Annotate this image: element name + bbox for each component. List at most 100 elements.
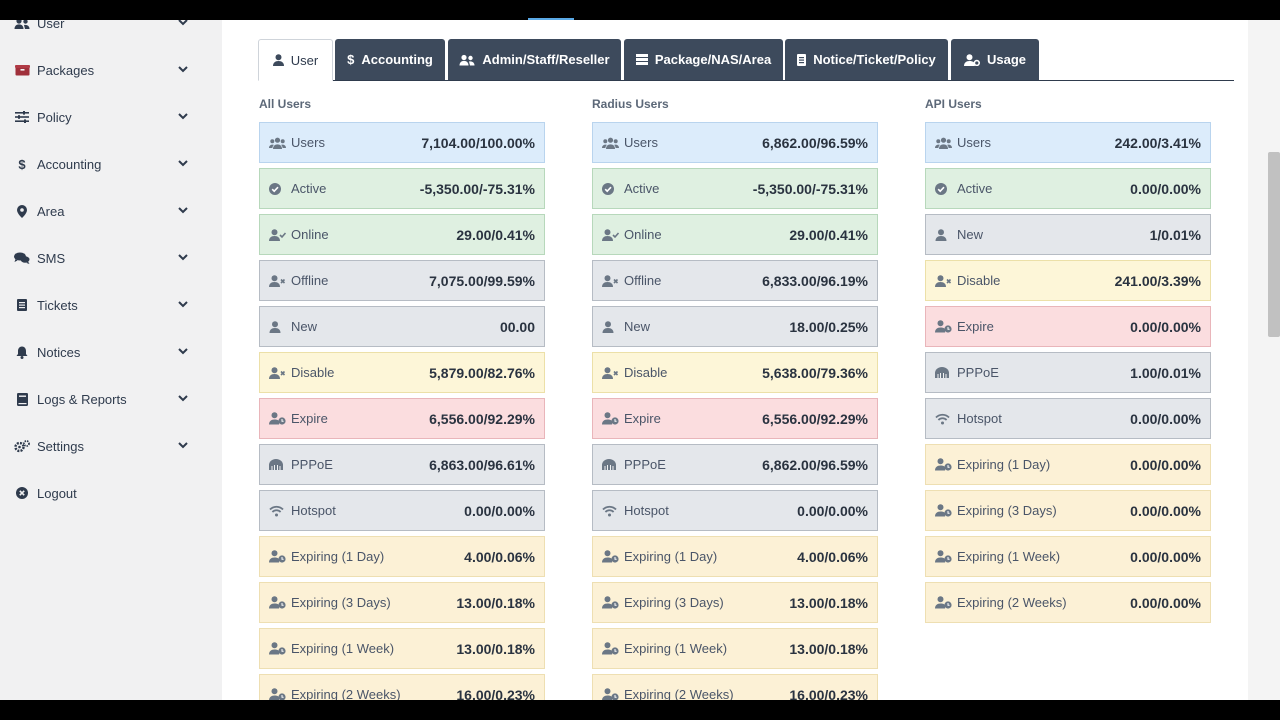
chevron-down-icon[interactable]: [177, 204, 189, 216]
sidebar-item-area[interactable]: Area: [0, 196, 222, 226]
stat-label: Expire: [957, 319, 994, 334]
sliders-icon: [14, 110, 30, 124]
sidebar-item-tickets[interactable]: Tickets: [0, 290, 222, 320]
stat-card-offline[interactable]: Offline 7,075.00/99.59%: [259, 260, 545, 301]
sidebar-item-policy[interactable]: Policy: [0, 102, 222, 132]
tab-notice-ticket-policy[interactable]: Notice/Ticket/Policy: [785, 39, 948, 80]
stat-card-expiring-1-week[interactable]: Expiring (1 Week) 13.00/0.18%: [259, 628, 545, 669]
user-clock-icon: [935, 550, 953, 564]
stat-label: New: [957, 227, 984, 242]
chevron-down-icon[interactable]: [177, 110, 189, 122]
stat-card-expire[interactable]: Expire 6,556.00/92.29%: [259, 398, 545, 439]
stat-card-users[interactable]: Users 7,104.00/100.00%: [259, 122, 545, 163]
stat-value: -5,350.00/-75.31%: [419, 180, 535, 197]
stat-card-hotspot[interactable]: Hotspot 0.00/0.00%: [925, 398, 1211, 439]
stat-label: Hotspot: [957, 411, 1002, 426]
stat-label: Expiring (3 Days): [291, 595, 391, 610]
user-clock-icon: [935, 320, 953, 334]
chevron-down-icon[interactable]: [177, 63, 189, 75]
sidebar-item-label: Logout: [37, 485, 77, 501]
stat-card-online[interactable]: Online 29.00/0.41%: [592, 214, 878, 255]
user-clock-icon: [269, 596, 287, 610]
stat-card-expire[interactable]: Expire 6,556.00/92.29%: [592, 398, 878, 439]
stat-card-expiring-1-day[interactable]: Expiring (1 Day) 4.00/0.06%: [259, 536, 545, 577]
sidebar-item-label: Accounting: [37, 156, 102, 172]
sidebar-item-logout[interactable]: Logout: [0, 478, 222, 508]
stat-label: PPPoE: [291, 457, 333, 472]
check-circle-icon: [935, 182, 953, 196]
router-icon: [935, 366, 953, 380]
stat-card-pppoe[interactable]: PPPoE 1.00/0.01%: [925, 352, 1211, 393]
stat-label: Expiring (2 Weeks): [957, 595, 1067, 610]
sidebar-item-user[interactable]: User: [0, 20, 222, 38]
stat-label: Users: [291, 135, 325, 150]
stat-card-active[interactable]: Active -5,350.00/-75.31%: [259, 168, 545, 209]
tab-accounting[interactable]: $ Accounting: [335, 39, 445, 80]
stat-card-expiring-3-days[interactable]: Expiring (3 Days) 0.00/0.00%: [925, 490, 1211, 531]
tab-admin-staff-reseller[interactable]: Admin/Staff/Reseller: [448, 39, 621, 80]
stat-card-new[interactable]: New 18.00/0.25%: [592, 306, 878, 347]
chevron-down-icon[interactable]: [177, 439, 189, 451]
chevron-down-icon[interactable]: [177, 20, 189, 28]
user-clock-icon: [269, 412, 287, 426]
stat-card-users[interactable]: Users 6,862.00/96.59%: [592, 122, 878, 163]
user-clock-icon: [602, 642, 620, 656]
stat-card-disable[interactable]: Disable 5,638.00/79.36%: [592, 352, 878, 393]
tab-usage[interactable]: Usage: [951, 39, 1039, 80]
tab-label: Accounting: [361, 52, 433, 67]
stat-card-pppoe[interactable]: PPPoE 6,862.00/96.59%: [592, 444, 878, 485]
stat-card-active[interactable]: Active 0.00/0.00%: [925, 168, 1211, 209]
sidebar-item-label: Settings: [37, 438, 84, 454]
tab-user[interactable]: User: [258, 39, 333, 81]
stat-card-disable[interactable]: Disable 5,879.00/82.76%: [259, 352, 545, 393]
stat-card-expiring-3-days[interactable]: Expiring (3 Days) 13.00/0.18%: [592, 582, 878, 623]
stat-card-expiring-1-day[interactable]: Expiring (1 Day) 4.00/0.06%: [592, 536, 878, 577]
stat-card-hotspot[interactable]: Hotspot 0.00/0.00%: [592, 490, 878, 531]
stat-value: 29.00/0.41%: [789, 226, 868, 243]
stat-card-expiring-2-weeks[interactable]: Expiring (2 Weeks) 0.00/0.00%: [925, 582, 1211, 623]
stat-card-active[interactable]: Active -5,350.00/-75.31%: [592, 168, 878, 209]
users-icon: [269, 136, 287, 150]
stat-label: Expiring (2 Weeks): [291, 687, 401, 700]
sidebar-item-logs-reports[interactable]: Logs & Reports: [0, 384, 222, 414]
stat-card-expiring-3-days[interactable]: Expiring (3 Days) 13.00/0.18%: [259, 582, 545, 623]
chevron-down-icon[interactable]: [177, 345, 189, 357]
stat-card-expiring-1-day[interactable]: Expiring (1 Day) 0.00/0.00%: [925, 444, 1211, 485]
stat-card-expiring-2-weeks[interactable]: Expiring (2 Weeks) 16.00/0.23%: [259, 674, 545, 700]
stat-card-expiring-1-week[interactable]: Expiring (1 Week) 0.00/0.00%: [925, 536, 1211, 577]
stat-value: 0.00/0.00%: [1130, 456, 1201, 473]
chevron-down-icon[interactable]: [177, 392, 189, 404]
stat-value: 6,862.00/96.59%: [762, 134, 868, 151]
sidebar-item-label: Logs & Reports: [37, 391, 127, 407]
column-title-radius-users: Radius Users: [592, 97, 669, 111]
stat-card-pppoe[interactable]: PPPoE 6,863.00/96.61%: [259, 444, 545, 485]
stat-card-online[interactable]: Online 29.00/0.41%: [259, 214, 545, 255]
stat-card-expiring-1-week[interactable]: Expiring (1 Week) 13.00/0.18%: [592, 628, 878, 669]
stat-card-hotspot[interactable]: Hotspot 0.00/0.00%: [259, 490, 545, 531]
sidebar-item-settings[interactable]: Settings: [0, 431, 222, 461]
stat-card-new[interactable]: New 1/0.01%: [925, 214, 1211, 255]
sidebar-item-packages[interactable]: Packages: [0, 55, 222, 85]
dashboard-main: User $ Accounting Admin/Staff/Reseller P…: [222, 20, 1248, 700]
stat-card-users[interactable]: Users 242.00/3.41%: [925, 122, 1211, 163]
stat-label: Expire: [291, 411, 328, 426]
user-icon: [269, 320, 287, 334]
chevron-down-icon[interactable]: [177, 251, 189, 263]
user-times-icon: [269, 274, 287, 288]
scrollbar-thumb[interactable]: [1268, 152, 1280, 337]
sidebar-item-sms[interactable]: SMS: [0, 243, 222, 273]
stat-card-expiring-2-weeks[interactable]: Expiring (2 Weeks) 16.00/0.23%: [592, 674, 878, 700]
stat-card-offline[interactable]: Offline 6,833.00/96.19%: [592, 260, 878, 301]
stat-value: 00.00: [499, 318, 535, 335]
dollar-icon: $: [18, 156, 26, 172]
chevron-down-icon[interactable]: [177, 298, 189, 310]
stat-value: 7,104.00/100.00%: [421, 134, 535, 151]
stat-card-disable[interactable]: Disable 241.00/3.39%: [925, 260, 1211, 301]
sidebar-item-accounting[interactable]: $ Accounting: [0, 149, 222, 179]
stat-value: 1.00/0.01%: [1130, 364, 1201, 381]
tab-package-nas-area[interactable]: Package/NAS/Area: [624, 39, 783, 80]
stat-card-new[interactable]: New 00.00: [259, 306, 545, 347]
chevron-down-icon[interactable]: [177, 157, 189, 169]
stat-card-expire[interactable]: Expire 0.00/0.00%: [925, 306, 1211, 347]
sidebar-item-notices[interactable]: Notices: [0, 337, 222, 367]
